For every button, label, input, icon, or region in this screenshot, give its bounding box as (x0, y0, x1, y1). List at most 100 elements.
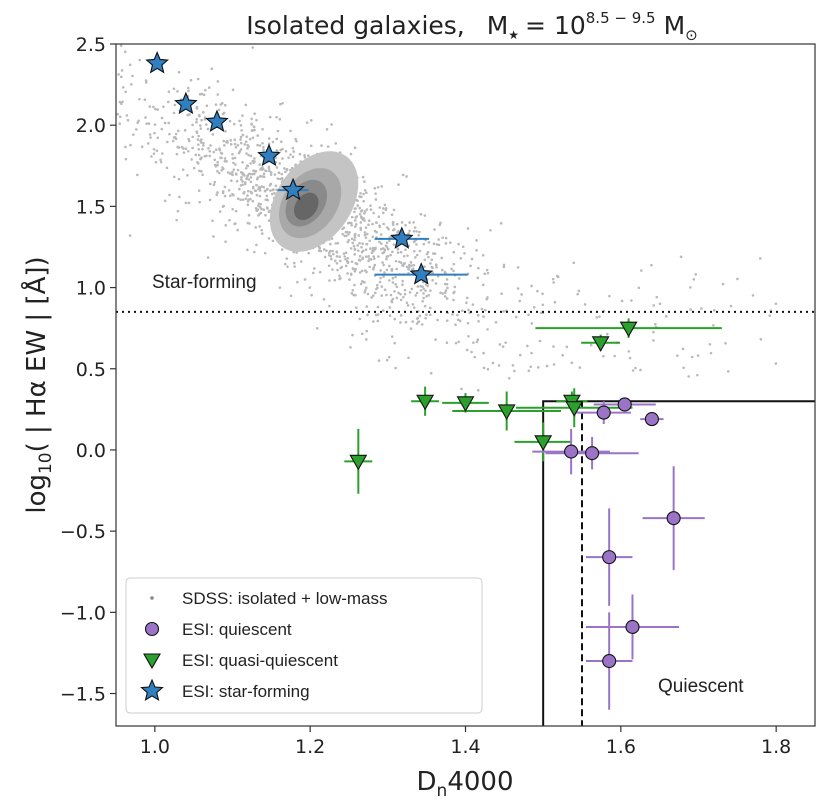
sdss-point (481, 253, 485, 257)
sdss-point (408, 229, 411, 233)
sdss-point (295, 251, 298, 254)
sdss-point (279, 148, 283, 152)
sdss-point (412, 221, 415, 224)
sdss-point (231, 88, 235, 92)
sdss-point (500, 292, 503, 296)
sdss-point (435, 243, 439, 246)
sdss-point (365, 286, 368, 290)
sdss-point (451, 313, 454, 316)
sdss-point (118, 122, 122, 125)
quasi-quiescent-point (591, 336, 610, 352)
sdss-point (412, 306, 416, 309)
sdss-point (418, 249, 422, 253)
sdss-point (97, 110, 100, 113)
sdss-point (269, 173, 273, 176)
sdss-point (453, 285, 457, 289)
sdss-point (180, 145, 184, 149)
sdss-point (399, 298, 403, 302)
sdss-point (322, 248, 326, 251)
sdss-point (262, 185, 266, 189)
sdss-point (214, 103, 218, 106)
sdss-point-cloud (97, 44, 778, 392)
sdss-point (721, 282, 725, 286)
sdss-point (441, 292, 445, 295)
sdss-point (203, 154, 207, 158)
sdss-point (244, 197, 248, 200)
sdss-point (709, 351, 713, 355)
sdss-point (222, 111, 226, 115)
sdss-point (197, 189, 201, 192)
sdss-point (249, 180, 253, 184)
sdss-point (202, 141, 205, 145)
sdss-point (426, 250, 430, 254)
sdss-point (213, 158, 217, 162)
sdss-point (422, 296, 425, 300)
sdss-point (407, 268, 410, 271)
sdss-point (422, 242, 426, 246)
sdss-point (366, 313, 369, 317)
sdss-point (252, 169, 255, 172)
sdss-point (518, 299, 522, 303)
sdss-point (310, 293, 313, 297)
sdss-point (360, 245, 363, 249)
sdss-point (201, 173, 204, 177)
sdss-point (380, 242, 383, 245)
star-forming-point (205, 109, 229, 132)
sdss-point (110, 91, 113, 94)
sdss-point (162, 105, 165, 109)
sdss-point (200, 92, 204, 96)
sdss-point (219, 156, 222, 160)
sdss-point (103, 93, 106, 96)
sdss-point (687, 375, 690, 378)
sdss-point (208, 150, 212, 153)
sdss-point (212, 183, 216, 187)
sdss-point (634, 366, 637, 370)
sdss-point (194, 153, 198, 157)
sdss-point (246, 189, 250, 193)
sdss-point (363, 210, 367, 213)
sdss-point (303, 278, 307, 281)
sdss-point (187, 89, 190, 93)
sdss-point (117, 73, 120, 76)
sdss-point (240, 176, 243, 179)
sdss-point (294, 137, 297, 141)
sdss-point (278, 117, 282, 121)
sdss-point (232, 122, 236, 126)
sdss-point (245, 152, 248, 155)
sdss-point (383, 271, 386, 274)
star-forming-point (409, 262, 434, 285)
sdss-point (444, 289, 448, 292)
sdss-point (229, 143, 233, 146)
sdss-point (395, 267, 398, 271)
sdss-point (502, 263, 506, 267)
sdss-point (219, 151, 223, 155)
sdss-point (272, 188, 275, 191)
sdss-point (467, 334, 470, 338)
sdss-point (375, 283, 379, 287)
sdss-point (154, 161, 158, 164)
sdss-point (429, 371, 433, 375)
sdss-point (189, 78, 193, 82)
legend-marker (144, 621, 160, 637)
sdss-point (349, 273, 353, 276)
data-markers (145, 51, 681, 669)
sdss-point (251, 186, 255, 190)
quasi-quiescent-point (497, 404, 516, 421)
sdss-point (172, 111, 176, 115)
sdss-point (233, 138, 237, 142)
sdss-point (359, 228, 363, 231)
sdss-point (245, 135, 249, 138)
sdss-point (331, 268, 334, 271)
sdss-point (256, 143, 259, 147)
sdss-point (430, 258, 434, 262)
quiescent-point (602, 653, 617, 669)
sdss-point (196, 138, 200, 141)
sdss-point (228, 218, 231, 222)
sdss-point (258, 175, 262, 178)
sdss-point (361, 242, 365, 245)
sdss-point (440, 268, 444, 272)
sdss-point (469, 264, 472, 268)
sdss-point (171, 139, 175, 143)
x-tick-label: 1.0 (140, 736, 170, 758)
sdss-point (466, 321, 470, 325)
